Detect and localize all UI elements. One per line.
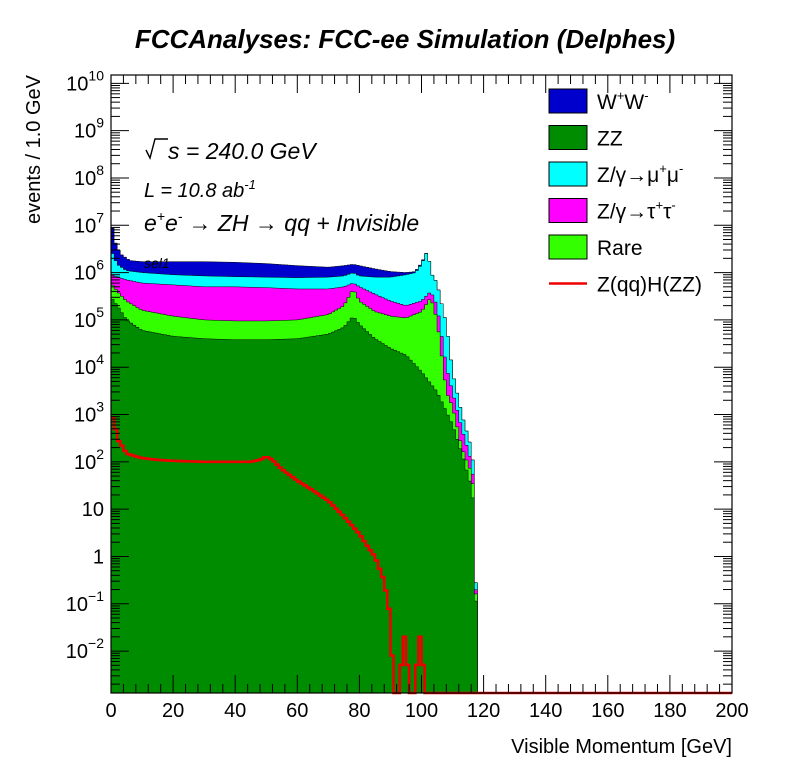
legend-swatch: [548, 88, 588, 114]
y-tick-label: 107: [74, 209, 104, 237]
y-tick-label: 108: [74, 162, 104, 190]
y-tick-label: 1010: [66, 67, 104, 95]
x-tick-label: 140: [529, 700, 562, 722]
legend-entry-label: Z(qq)H(ZZ): [597, 274, 702, 297]
process-rest: → ZH → qq + Invisible: [188, 210, 419, 236]
legend-swatch: [548, 234, 588, 260]
legend-entry-label: W+W-: [597, 88, 649, 114]
x-tick-label: 100: [405, 700, 438, 722]
process-e2: e: [165, 210, 178, 236]
x-tick-label: 40: [224, 700, 246, 722]
legend-entry-label: Rare: [597, 237, 643, 260]
y-tick-label: 106: [74, 257, 104, 285]
x-tick-label: 20: [162, 700, 184, 722]
stacked-histograms: [110, 227, 732, 694]
legend-swatch: [548, 198, 588, 223]
y-axis: 10−2 10−1 1 10 102 103 104 105 106 107 108 109 1010: [66, 67, 732, 685]
y-tick-label: 1: [93, 546, 104, 568]
x-axis-label: Visible Momentum [GeV]: [511, 736, 732, 758]
x-tick-label: 200: [715, 700, 748, 722]
y-tick-label: 10: [82, 499, 104, 521]
annotations: s = 240.0 GeV L = 10.8 ab-1 e+e- → ZH → q…: [144, 138, 419, 271]
y-tick-label: 10−1: [66, 588, 104, 616]
sqrt-symbol: [145, 138, 168, 160]
x-axis: 0 20 40 60 80 100 120 140 160 180 200: [105, 75, 749, 722]
y-tick-label: 10−2: [66, 635, 104, 663]
lumi-exponent: -1: [244, 177, 256, 192]
y-tick-label: 103: [74, 399, 104, 427]
y-tick-label: 109: [74, 115, 104, 143]
lumi-main: L = 10.8 ab: [144, 180, 244, 202]
y-tick-label: 105: [74, 304, 104, 332]
x-tick-label: 0: [105, 700, 116, 722]
legend: W+W- ZZ Z/γ→μ+μ- Z/γ→τ+τ- Rare Z(qq)H(ZZ): [548, 88, 702, 297]
x-tick-label: 160: [591, 700, 624, 722]
process-annotation: e+e- → ZH → qq + Invisible: [144, 208, 419, 236]
x-tick-label: 60: [286, 700, 308, 722]
process-sup2: -: [178, 208, 183, 224]
legend-entry-label: ZZ: [597, 128, 623, 151]
legend-entry-label: Z/γ→τ+τ-: [597, 198, 676, 224]
y-tick-label: 104: [74, 351, 104, 379]
legend-entry-label: Z/γ→μ+μ-: [597, 161, 683, 187]
legend-swatch: [548, 125, 588, 150]
process-e1: e: [144, 210, 157, 236]
y-axis-label: events / 1.0 GeV: [23, 74, 45, 224]
lumi-annotation: L = 10.8 ab-1: [144, 177, 256, 202]
process-sup1: +: [157, 208, 165, 224]
y-tick-label: 102: [74, 446, 104, 474]
selection-annotation: sel1: [144, 255, 170, 271]
x-tick-label: 120: [467, 700, 500, 722]
chart-title: FCCAnalyses: FCC-ee Simulation (Delphes): [135, 24, 675, 54]
sqrt-s-annotation: s = 240.0 GeV: [168, 138, 318, 164]
x-tick-label: 180: [653, 700, 686, 722]
legend-swatch: [548, 161, 588, 187]
x-tick-label: 80: [348, 700, 370, 722]
